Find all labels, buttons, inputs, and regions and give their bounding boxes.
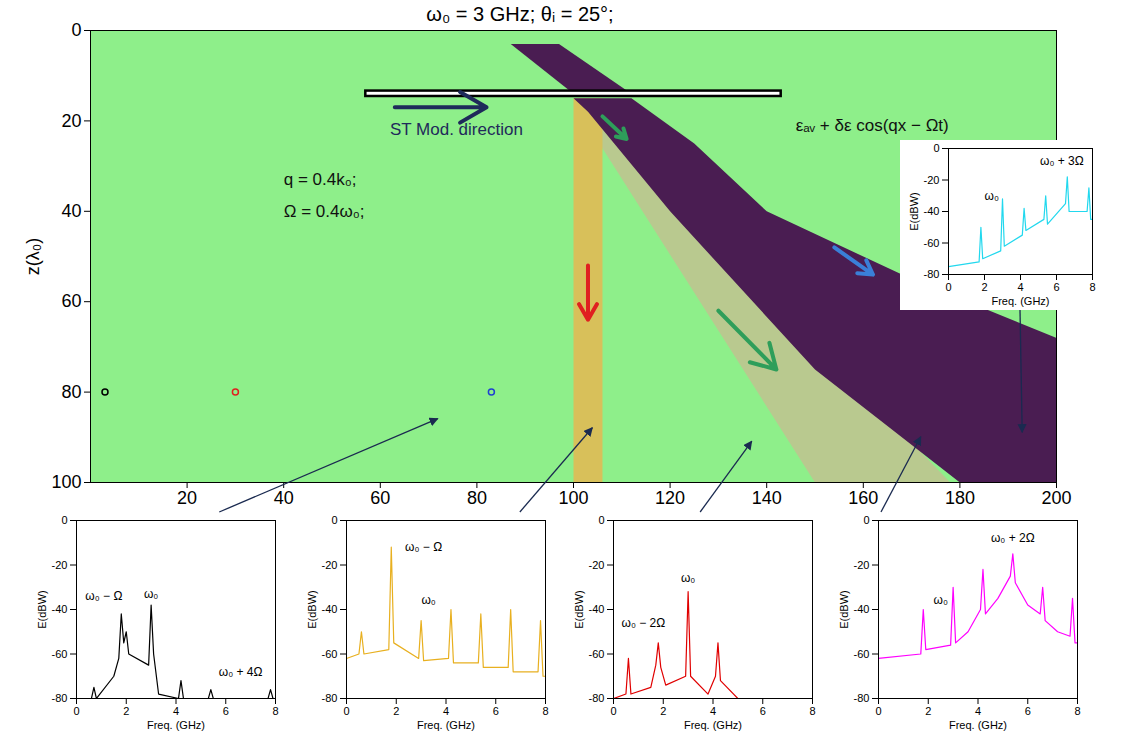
svg-text:-60: -60 <box>589 648 605 660</box>
svg-text:8: 8 <box>542 705 548 717</box>
svg-text:8: 8 <box>1074 705 1080 717</box>
svg-text:ω₀: ω₀ <box>934 593 948 607</box>
svg-text:20: 20 <box>177 488 197 508</box>
svg-text:-20: -20 <box>854 559 870 571</box>
svg-text:2: 2 <box>925 705 931 717</box>
svg-text:ω₀ − Ω: ω₀ − Ω <box>405 540 442 554</box>
svg-text:2: 2 <box>981 281 987 293</box>
svg-text:8: 8 <box>809 705 815 717</box>
svg-text:-80: -80 <box>52 692 68 704</box>
svg-text:-80: -80 <box>589 692 605 704</box>
svg-text:-80: -80 <box>322 692 338 704</box>
svg-text:-20: -20 <box>924 174 940 186</box>
svg-text:-60: -60 <box>854 648 870 660</box>
svg-text:-40: -40 <box>589 603 605 615</box>
svg-text:-80: -80 <box>924 268 940 280</box>
svg-text:-20: -20 <box>589 559 605 571</box>
svg-text:6: 6 <box>1025 705 1031 717</box>
svg-text:100: 100 <box>558 488 588 508</box>
svg-text:80: 80 <box>467 488 487 508</box>
svg-text:6: 6 <box>760 705 766 717</box>
svg-text:Freq. (GHz): Freq. (GHz) <box>417 719 475 731</box>
svg-text:6: 6 <box>1053 281 1059 293</box>
svg-text:E(dBW): E(dBW) <box>36 590 48 629</box>
svg-text:0: 0 <box>73 705 79 717</box>
svg-text:0: 0 <box>863 514 869 526</box>
svg-text:-20: -20 <box>52 559 68 571</box>
svg-text:-40: -40 <box>924 205 940 217</box>
svg-text:0: 0 <box>598 514 604 526</box>
svg-text:4: 4 <box>975 705 981 717</box>
svg-text:-20: -20 <box>322 559 338 571</box>
svg-text:E(dBW): E(dBW) <box>306 590 318 629</box>
svg-text:80: 80 <box>61 382 81 402</box>
svg-text:ω₀: ω₀ <box>421 593 435 607</box>
svg-text:4: 4 <box>1017 281 1023 293</box>
svg-text:ω₀ + 4Ω: ω₀ + 4Ω <box>219 665 263 679</box>
svg-text:2: 2 <box>123 705 129 717</box>
svg-text:6: 6 <box>493 705 499 717</box>
svg-text:-80: -80 <box>854 692 870 704</box>
svg-text:-40: -40 <box>322 603 338 615</box>
svg-text:120: 120 <box>655 488 685 508</box>
svg-text:6: 6 <box>223 705 229 717</box>
svg-text:-40: -40 <box>854 603 870 615</box>
svg-text:140: 140 <box>752 488 782 508</box>
svg-text:60: 60 <box>61 291 81 311</box>
svg-text:-60: -60 <box>924 237 940 249</box>
svg-text:180: 180 <box>945 488 975 508</box>
svg-text:40: 40 <box>274 488 294 508</box>
svg-text:q = 0.4k₀;: q = 0.4k₀; <box>284 170 357 189</box>
svg-text:ω₀ − Ω: ω₀ − Ω <box>85 589 122 603</box>
html-text:ω₀ = 3 GHz; θᵢ = 25°;: ω₀ = 3 GHz; θᵢ = 25°; <box>426 3 614 25</box>
svg-text:ω₀: ω₀ <box>681 571 695 585</box>
svg-text:Freq. (GHz): Freq. (GHz) <box>949 719 1007 731</box>
svg-text:ω₀ + 3Ω: ω₀ + 3Ω <box>1040 154 1084 168</box>
svg-text:-60: -60 <box>52 648 68 660</box>
svg-text:-40: -40 <box>52 603 68 615</box>
svg-text:E(dBW): E(dBW) <box>838 590 850 629</box>
svg-text:2: 2 <box>393 705 399 717</box>
svg-text:0: 0 <box>331 514 337 526</box>
svg-text:Freq. (GHz): Freq. (GHz) <box>684 719 742 731</box>
svg-text:0: 0 <box>343 705 349 717</box>
svg-text:4: 4 <box>710 705 716 717</box>
svg-text:100: 100 <box>51 472 81 492</box>
svg-text:εₐᵥ + δε cos(qx − Ωt): εₐᵥ + δε cos(qx − Ωt) <box>796 116 949 135</box>
svg-text:2: 2 <box>660 705 666 717</box>
svg-text:ω₀: ω₀ <box>144 587 158 601</box>
svg-text:0: 0 <box>61 514 67 526</box>
svg-text:40: 40 <box>61 201 81 221</box>
svg-text:20: 20 <box>61 111 81 131</box>
svg-text:0: 0 <box>945 281 951 293</box>
svg-text:z(λ₀): z(λ₀) <box>23 238 43 275</box>
svg-text:4: 4 <box>443 705 449 717</box>
svg-text:E(dBW): E(dBW) <box>908 192 920 231</box>
svg-text:60: 60 <box>370 488 390 508</box>
svg-text:Ω = 0.4ω₀;: Ω = 0.4ω₀; <box>284 202 365 221</box>
svg-text:E(dBW): E(dBW) <box>573 590 585 629</box>
svg-text:0: 0 <box>933 142 939 154</box>
svg-text:ω₀ − 2Ω: ω₀ − 2Ω <box>622 616 666 630</box>
svg-text:-60: -60 <box>322 648 338 660</box>
svg-text:0: 0 <box>71 20 81 40</box>
svg-text:ω₀ + 2Ω: ω₀ + 2Ω <box>991 531 1035 545</box>
svg-text:4: 4 <box>173 705 179 717</box>
svg-text:0: 0 <box>610 705 616 717</box>
svg-text:8: 8 <box>1089 281 1095 293</box>
svg-text:0: 0 <box>875 705 881 717</box>
svg-text:Freq. (GHz): Freq. (GHz) <box>147 719 205 731</box>
svg-text:200: 200 <box>1041 488 1071 508</box>
svg-text:ω₀: ω₀ <box>985 189 999 203</box>
svg-text:160: 160 <box>848 488 878 508</box>
svg-text:Freq. (GHz): Freq. (GHz) <box>991 295 1049 307</box>
svg-text:8: 8 <box>272 705 278 717</box>
svg-text:ST Mod. direction: ST Mod. direction <box>390 120 523 139</box>
